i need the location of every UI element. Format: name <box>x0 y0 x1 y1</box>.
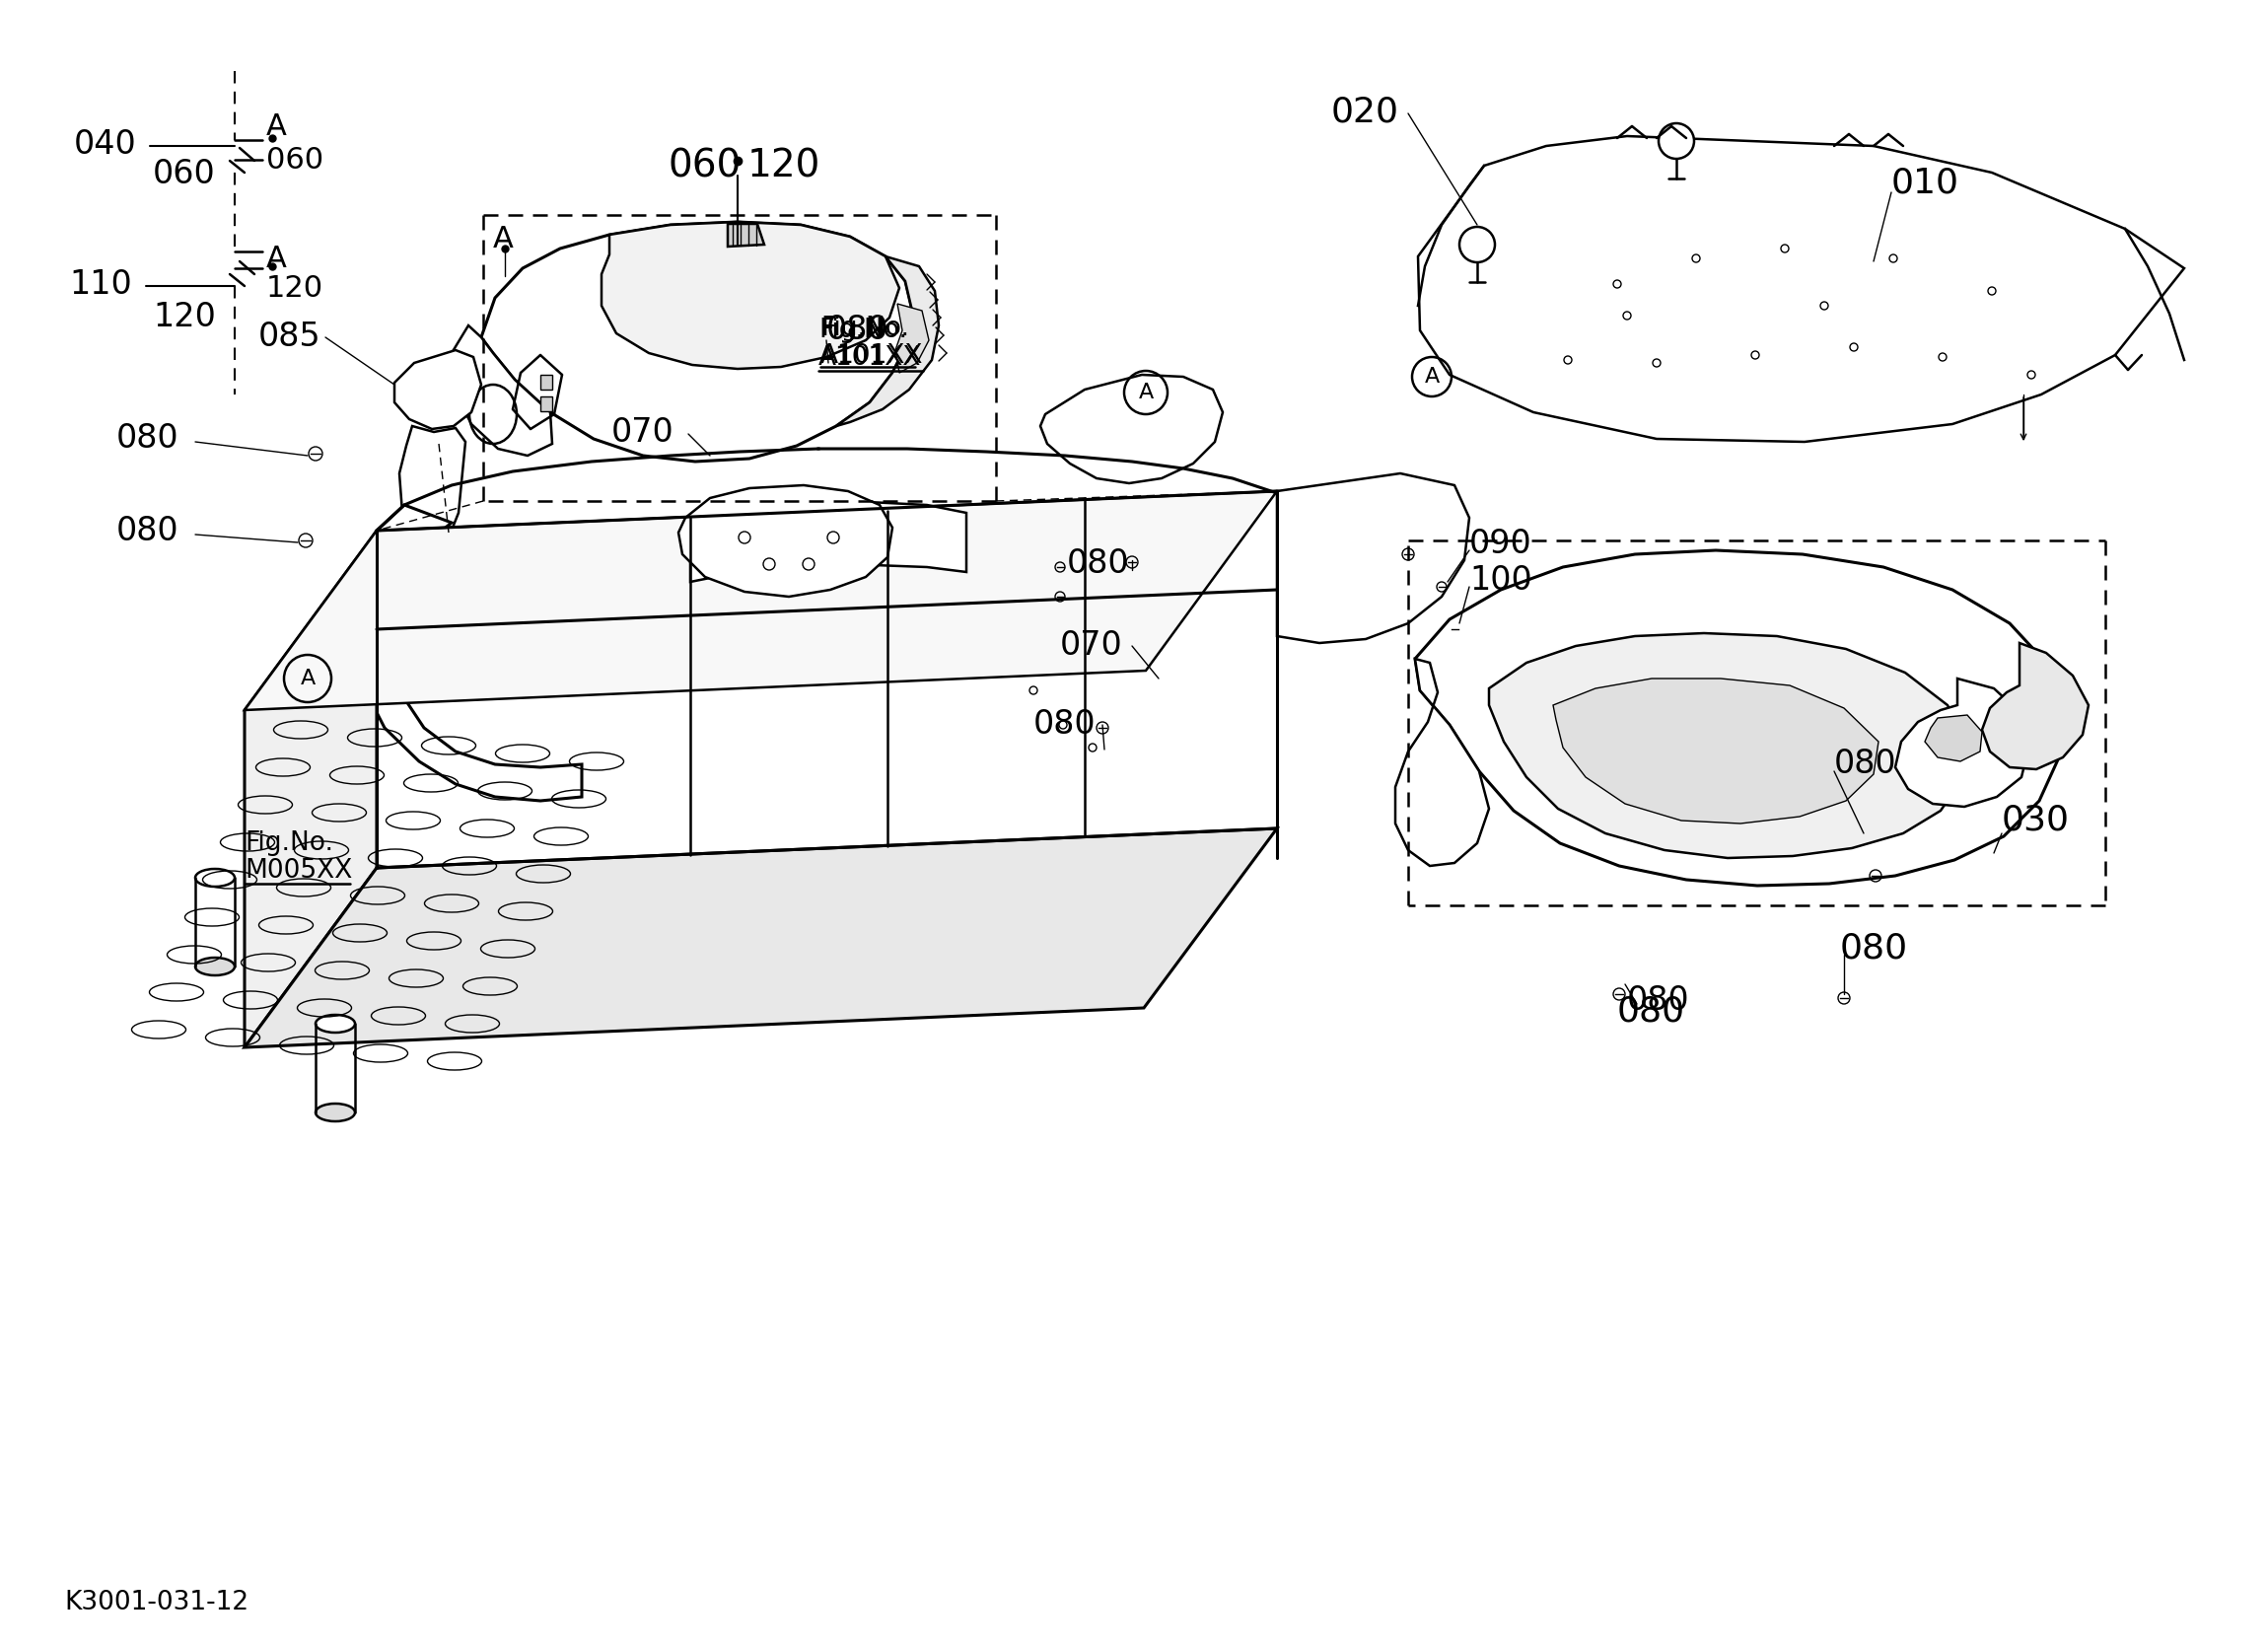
Text: 040: 040 <box>75 128 136 161</box>
Text: 060: 060 <box>152 158 215 191</box>
Text: 020: 020 <box>1331 96 1399 128</box>
Polygon shape <box>1490 632 1966 858</box>
Polygon shape <box>678 486 891 596</box>
Polygon shape <box>481 222 912 461</box>
Text: 080: 080 <box>1617 995 1685 1028</box>
Text: A: A <box>265 245 286 273</box>
Text: 120: 120 <box>748 148 821 186</box>
Polygon shape <box>1926 715 1982 761</box>
Text: 120: 120 <box>152 301 215 333</box>
Polygon shape <box>1418 137 2184 441</box>
Polygon shape <box>896 303 930 372</box>
Text: 080: 080 <box>116 422 179 455</box>
Text: A: A <box>1424 367 1440 387</box>
Polygon shape <box>245 530 376 1047</box>
Text: 060: 060 <box>265 147 324 175</box>
Circle shape <box>1658 124 1694 158</box>
Polygon shape <box>354 506 583 800</box>
Text: 080: 080 <box>1034 708 1095 741</box>
Text: 010: 010 <box>1892 166 1960 199</box>
Polygon shape <box>245 491 1277 710</box>
Polygon shape <box>540 397 551 412</box>
Polygon shape <box>245 828 1277 1047</box>
Text: A101XX: A101XX <box>821 343 923 369</box>
Text: 080: 080 <box>826 313 889 346</box>
Text: 070: 070 <box>612 417 674 448</box>
Ellipse shape <box>315 1015 356 1033</box>
Text: 060: 060 <box>669 148 742 186</box>
Polygon shape <box>1554 679 1878 824</box>
Polygon shape <box>1277 473 1470 642</box>
Polygon shape <box>540 376 551 390</box>
Ellipse shape <box>195 957 234 975</box>
Polygon shape <box>728 224 764 247</box>
Text: A: A <box>265 112 286 142</box>
Text: M005XX: M005XX <box>245 858 352 884</box>
Polygon shape <box>1395 659 1490 866</box>
Text: 080: 080 <box>1066 547 1129 580</box>
Text: 120: 120 <box>265 273 324 303</box>
Polygon shape <box>399 427 465 540</box>
Polygon shape <box>1041 376 1222 483</box>
Circle shape <box>1458 227 1495 262</box>
Text: A: A <box>1139 382 1154 402</box>
Text: A: A <box>299 669 315 688</box>
Ellipse shape <box>315 1103 356 1122</box>
Text: Fig.No.: Fig.No. <box>819 318 907 343</box>
Text: 080: 080 <box>1839 932 1907 965</box>
Polygon shape <box>1896 679 2030 807</box>
Text: 100: 100 <box>1470 565 1533 596</box>
Text: 090: 090 <box>1470 527 1533 560</box>
Text: A101XX: A101XX <box>819 346 921 371</box>
Text: 080: 080 <box>1626 985 1690 1016</box>
Polygon shape <box>395 351 481 428</box>
Text: 080: 080 <box>1835 748 1896 781</box>
Text: 070: 070 <box>1059 629 1123 662</box>
Text: A: A <box>492 226 513 254</box>
Polygon shape <box>601 222 900 369</box>
Polygon shape <box>451 326 551 456</box>
Text: Fig.No.: Fig.No. <box>245 830 333 856</box>
Text: Fig.No.: Fig.No. <box>821 316 909 341</box>
Polygon shape <box>1982 642 2089 769</box>
Text: 110: 110 <box>68 268 132 301</box>
Ellipse shape <box>195 870 234 886</box>
Text: 085: 085 <box>259 321 322 352</box>
Text: 080: 080 <box>116 516 179 547</box>
Polygon shape <box>837 257 939 427</box>
Text: 030: 030 <box>2003 804 2071 837</box>
Polygon shape <box>689 501 966 581</box>
Polygon shape <box>1415 550 2062 886</box>
Text: K3001-031-12: K3001-031-12 <box>64 1589 249 1616</box>
